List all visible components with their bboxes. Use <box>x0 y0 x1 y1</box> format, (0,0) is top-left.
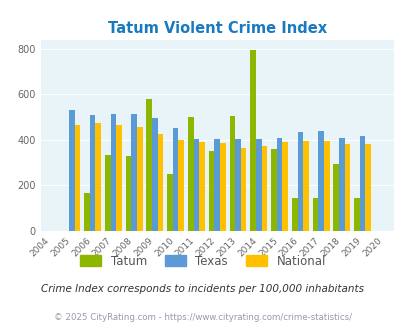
Bar <box>312 198 318 231</box>
Bar <box>188 117 193 231</box>
Bar <box>303 141 308 231</box>
Bar <box>220 143 225 231</box>
Bar <box>318 131 323 231</box>
Bar <box>136 127 142 231</box>
Title: Tatum Violent Crime Index: Tatum Violent Crime Index <box>107 21 326 36</box>
Bar <box>193 139 199 231</box>
Bar <box>95 123 101 231</box>
Bar <box>323 141 329 231</box>
Bar <box>281 142 287 231</box>
Bar <box>84 193 90 231</box>
Bar <box>234 139 240 231</box>
Text: Crime Index corresponds to incidents per 100,000 inhabitants: Crime Index corresponds to incidents per… <box>41 284 364 294</box>
Bar <box>208 151 214 231</box>
Bar <box>297 132 303 231</box>
Bar <box>178 140 183 231</box>
Bar <box>344 145 350 231</box>
Bar <box>354 198 359 231</box>
Bar <box>167 174 173 231</box>
Bar <box>276 138 281 231</box>
Bar <box>126 156 131 231</box>
Bar <box>131 114 136 231</box>
Bar <box>199 142 205 231</box>
Bar <box>69 110 75 231</box>
Bar <box>291 198 297 231</box>
Bar <box>333 164 338 231</box>
Legend: Tatum, Texas, National: Tatum, Texas, National <box>75 250 330 273</box>
Bar <box>75 125 80 231</box>
Bar <box>90 115 95 231</box>
Bar <box>240 148 246 231</box>
Text: © 2025 CityRating.com - https://www.cityrating.com/crime-statistics/: © 2025 CityRating.com - https://www.city… <box>54 313 351 322</box>
Bar <box>152 118 157 231</box>
Bar <box>271 149 276 231</box>
Bar <box>364 145 370 231</box>
Bar <box>261 146 266 231</box>
Bar <box>255 139 261 231</box>
Bar <box>229 116 234 231</box>
Bar <box>214 139 220 231</box>
Bar <box>359 136 364 231</box>
Bar <box>146 99 152 231</box>
Bar <box>173 128 178 231</box>
Bar <box>157 134 163 231</box>
Bar <box>104 155 110 231</box>
Bar <box>110 114 116 231</box>
Bar <box>250 50 255 231</box>
Bar <box>338 138 344 231</box>
Bar <box>116 125 121 231</box>
